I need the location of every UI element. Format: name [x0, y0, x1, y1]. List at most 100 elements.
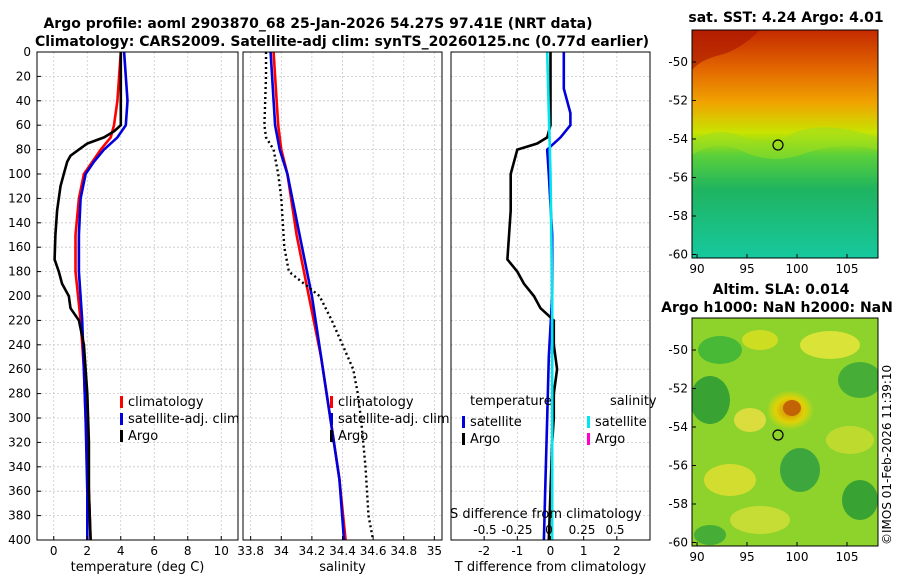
salinity-xtick-label: 34	[274, 544, 289, 558]
depth-tick-label: 220	[8, 313, 31, 327]
temperature-xtick-label: 4	[117, 544, 125, 558]
sst-lat-tick: -56	[668, 171, 688, 185]
legend-t-swatch	[462, 433, 465, 445]
depth-tick-label: 400	[8, 533, 31, 547]
temperature-xtick-label: 2	[83, 544, 91, 558]
salinity-legend-label: Argo	[338, 429, 368, 444]
legend-t-swatch	[462, 416, 465, 428]
difference-series-s-satellite	[545, 51, 554, 540]
temperature-panel: 0 2 4 6 8 10020406080100120140160180200220240…	[8, 45, 240, 575]
sst-lon-tick: 90	[689, 262, 704, 276]
depth-tick-label: 20	[16, 69, 31, 83]
salinity-series-argo	[263, 52, 375, 541]
sla-map-frame	[691, 317, 879, 547]
depth-tick-label: 60	[16, 118, 31, 132]
salinity-legend-label: satellite-adj. clim	[338, 412, 450, 427]
depth-tick-label: 80	[16, 143, 31, 157]
salinity-xtick-label: 34.4	[329, 544, 356, 558]
temperature-legend-swatch	[120, 413, 123, 425]
sst-lat-tick: -52	[668, 94, 688, 108]
sla-map-title-line1: Altim. SLA: 0.014	[713, 282, 850, 298]
difference-xtick-label: -1	[511, 544, 523, 558]
legend-salinity-title: salinity	[610, 394, 657, 409]
salinity-legend-swatch	[330, 396, 333, 408]
salinity-grid	[243, 51, 442, 541]
legend-s-label: satellite	[595, 415, 647, 430]
temperature-grid	[37, 51, 238, 541]
depth-tick-label: 100	[8, 167, 31, 181]
salinity-legend-swatch	[330, 430, 333, 442]
sst-lat-tick: -60	[668, 248, 688, 262]
sst-lat-tick: -50	[668, 55, 688, 69]
difference-grid	[451, 51, 650, 541]
depth-tick-label: 300	[8, 411, 31, 425]
temperature-legend-swatch	[120, 430, 123, 442]
sst-warm-patch	[692, 30, 760, 70]
salinity-legend-label: climatology	[338, 395, 414, 410]
difference-xtick-label: 1	[580, 544, 588, 558]
sla-lon-tick: 105	[836, 550, 859, 564]
depth-tick-label: 200	[8, 289, 31, 303]
sst-argo-marker	[772, 139, 784, 151]
difference-xtick-label: -2	[478, 544, 490, 558]
legend-t-label: Argo	[470, 432, 500, 447]
difference-xtick-label: 2	[613, 544, 621, 558]
sst-front	[692, 127, 878, 159]
depth-tick-label: 380	[8, 509, 31, 523]
salinity-series-satellite-adj-clim	[269, 51, 346, 541]
salinity-xlabel: salinity	[319, 560, 366, 575]
s-xtick-label: -0.25	[501, 523, 532, 537]
figure-title-line2: Climatology: CARS2009. Satellite-adj cli…	[35, 34, 649, 50]
sst-lon-tick: 95	[739, 262, 754, 276]
depth-tick-label: 120	[8, 191, 31, 205]
legend-s-label: Argo	[595, 432, 625, 447]
temperature-legend-swatch	[120, 396, 123, 408]
s-xtick-label: 0.5	[605, 523, 624, 537]
legend-t-label: satellite	[470, 415, 522, 430]
temperature-legend-label: Argo	[128, 429, 158, 444]
sla-lon-tick: 90	[689, 550, 704, 564]
depth-tick-label: 340	[8, 460, 31, 474]
sla-lat-tick: -60	[668, 536, 688, 550]
depth-tick-label: 280	[8, 387, 31, 401]
sla-lat-tick: -56	[668, 459, 688, 473]
sla-lon-tick: 100	[786, 550, 809, 564]
sst-lon-tick: 105	[836, 262, 859, 276]
imos-watermark: ©IMOS 01-Feb-2026 11:39:10	[880, 365, 894, 545]
difference-series-t-satellite	[542, 52, 572, 541]
temperature-legend-label: satellite-adj. clim	[128, 412, 240, 427]
salinity-xtick-label: 34.6	[360, 544, 387, 558]
sst-map-frame	[691, 29, 879, 259]
figure-title-line1: Argo profile: aoml 2903870_68 25-Jan-202…	[43, 16, 592, 32]
temperature-series-satellite-adj-clim	[77, 51, 129, 540]
depth-tick-label: 40	[16, 94, 31, 108]
depth-tick-label: 140	[8, 216, 31, 230]
temperature-legend-label: climatology	[128, 395, 204, 410]
sla-map-blobs	[692, 330, 878, 545]
temperature-series-argo	[53, 52, 123, 541]
sst-lat-tick: -58	[668, 209, 688, 223]
temperature-xtick-label: 6	[150, 544, 158, 558]
sla-lon-tick: 95	[739, 550, 754, 564]
temperature-xtick-label: 10	[214, 544, 229, 558]
salinity-legend-swatch	[330, 413, 333, 425]
depth-tick-label: 180	[8, 265, 31, 279]
salinity-xtick-label: 34.2	[299, 544, 326, 558]
sst-lon-tick: 100	[786, 262, 809, 276]
s-xtick-label: -0.5	[473, 523, 496, 537]
temperature-xtick-label: 0	[50, 544, 58, 558]
sst-lat-tick: -54	[668, 132, 688, 146]
legend-temperature-title: temperature	[470, 394, 552, 409]
legend-s-swatch	[587, 433, 590, 445]
depth-tick-label: 320	[8, 435, 31, 449]
difference-xtick-label: 0	[547, 544, 555, 558]
sst-map-title: sat. SST: 4.24 Argo: 4.01	[688, 10, 883, 26]
sla-lat-tick: -50	[668, 343, 688, 357]
sla-lat-tick: -54	[668, 420, 688, 434]
salinity-xtick-label: 35	[427, 544, 442, 558]
s-axis-label: S difference from climatology	[450, 507, 642, 522]
depth-tick-label: 260	[8, 362, 31, 376]
depth-tick-label: 160	[8, 240, 31, 254]
depth-tick-label: 0	[23, 45, 31, 59]
